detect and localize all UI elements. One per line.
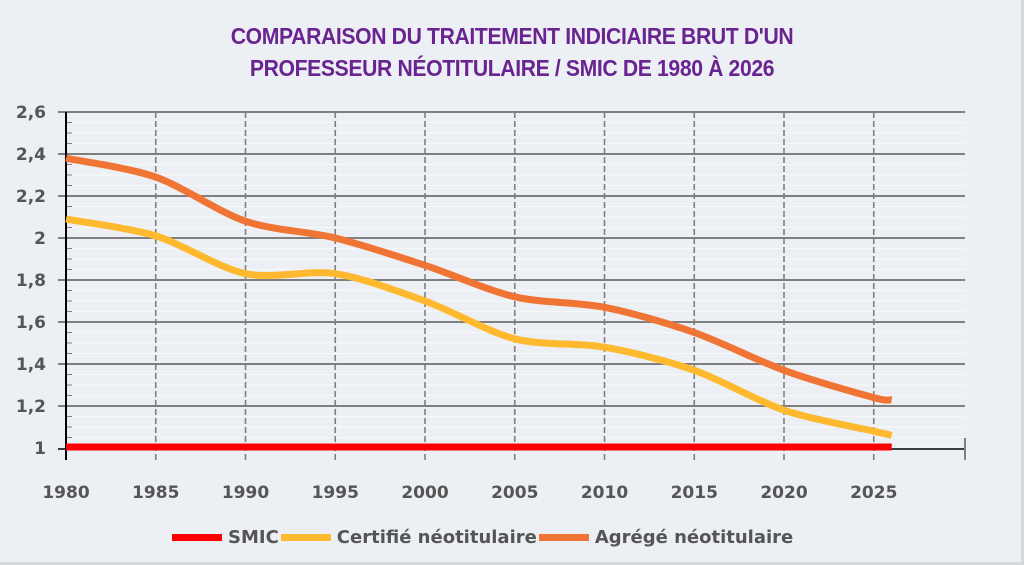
series-line-certifie (65, 215, 893, 439)
legend-label-certifie: Certifié néotitulaire (336, 526, 537, 548)
chart-title-line-2: PROFESSEUR NÉOTITULAIRE / SMIC DE 1980 À… (249, 55, 775, 81)
y-tick-labels: 1 1,2 1,4 1,6 1,8 2 2,2 2,4 2,6 (16, 103, 46, 459)
x-tick-label: 2025 (850, 483, 897, 503)
legend-label-agrege: Agrégé néotitulaire (594, 526, 794, 548)
x-tick-label: 1995 (312, 483, 359, 503)
vertical-gridlines (154, 112, 875, 460)
series-lines (65, 154, 893, 451)
x-tick-label: 2000 (401, 483, 448, 503)
legend-swatch-certifie (280, 533, 331, 541)
legend-item-smic: SMIC (172, 527, 281, 548)
y-tick-label: 2,2 (16, 187, 46, 207)
y-tick-label: 2,4 (16, 145, 46, 165)
y-tick-label: 1,2 (16, 397, 46, 417)
y-tick-label: 1,6 (16, 313, 46, 333)
legend-label-smic: SMIC (228, 526, 279, 548)
legend-swatch-smic (172, 533, 222, 541)
x-tick-label: 2010 (581, 483, 628, 503)
y-tick-label: 1 (34, 439, 46, 459)
chart-title-line-1: COMPARAISON DU TRAITEMENT INDICIAIRE BRU… (230, 23, 794, 49)
y-tick-label: 2,6 (16, 103, 46, 123)
y-tick-label: 1,4 (16, 355, 46, 375)
x-tick-labels: 1980 1985 1990 1995 2000 2005 2010 2015 2020 2025 (42, 483, 897, 503)
x-tick-label: 2015 (671, 483, 718, 503)
x-tick-label: 1985 (132, 483, 179, 503)
chart-title: COMPARAISON DU TRAITEMENT INDICIAIRE BRU… (41, 20, 983, 84)
legend-item-agrege: Agrégé néotitulaire (538, 526, 795, 548)
x-tick-label: 1980 (42, 483, 89, 503)
y-tick-label: 1,8 (16, 271, 46, 291)
x-tick-label: 2020 (760, 483, 807, 503)
horizontal-gridlines (58, 111, 965, 449)
legend-item-certifie: Certifié néotitulaire (280, 526, 539, 548)
x-tick-label: 2005 (491, 483, 538, 503)
x-tick-label: 1990 (222, 483, 269, 503)
legend-swatch-agrege (538, 533, 589, 541)
y-tick-label: 2 (34, 229, 46, 249)
series-line-agrege (65, 154, 893, 404)
legend: SMIC Certifié néotitulaire Agrégé néotit… (172, 522, 795, 552)
